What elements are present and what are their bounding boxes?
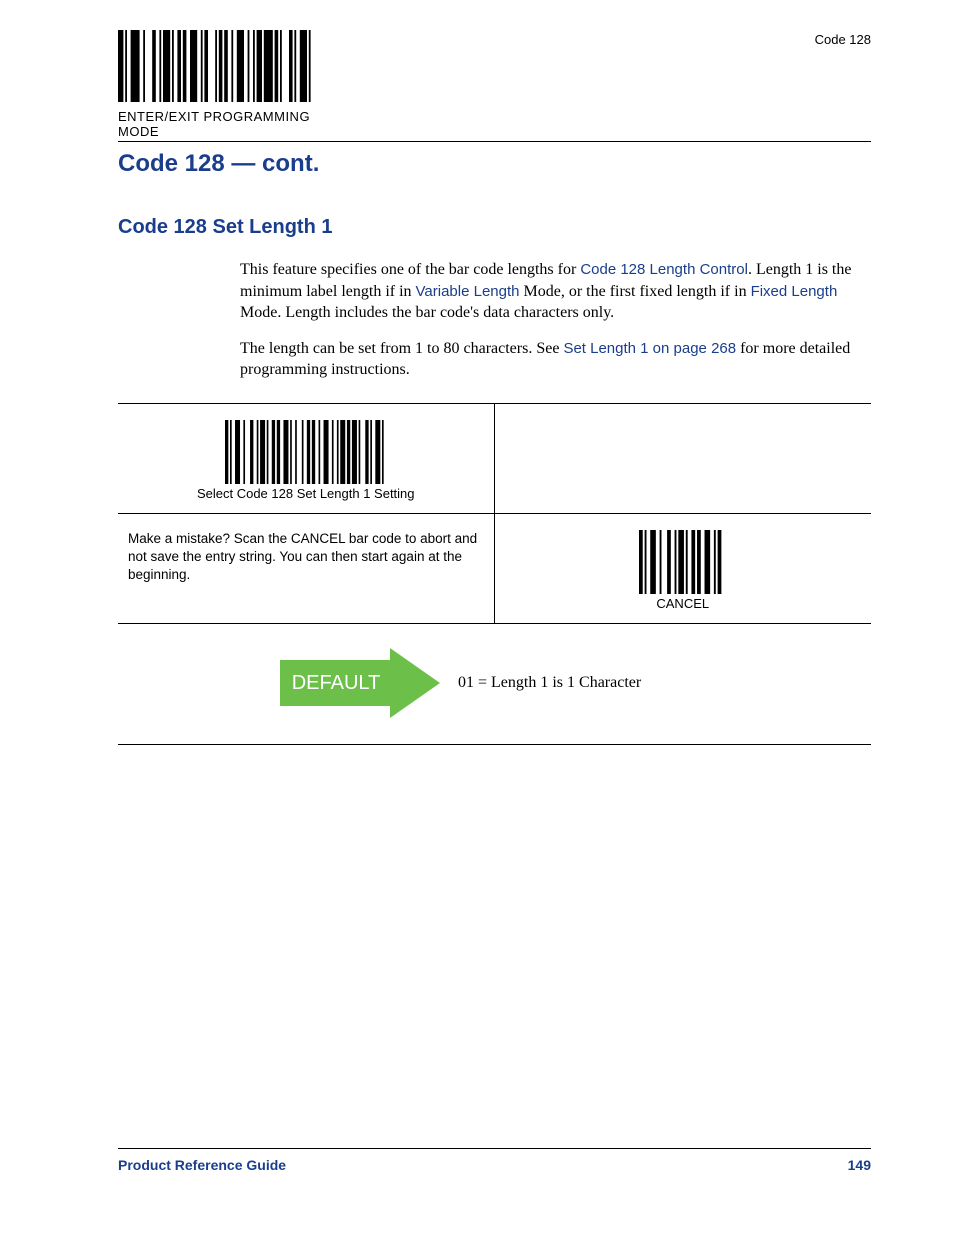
link-length-control[interactable]: Code 128 Length Control (580, 261, 748, 278)
select-setting-barcode (225, 420, 387, 484)
description-paragraph-2: The length can be set from 1 to 80 chara… (240, 338, 871, 381)
table-row: Make a mistake? Scan the CANCEL bar code… (118, 513, 871, 623)
page-title: Code 128 — cont. (118, 150, 871, 178)
link-fixed-length[interactable]: Fixed Length (751, 283, 838, 300)
page-header: ENTER/EXIT PROGRAMMING MODE Code 128 (118, 30, 871, 142)
select-setting-label: Select Code 128 Set Length 1 Setting (197, 486, 415, 501)
section-label: Code 128 (815, 30, 871, 47)
default-value-text: 01 = Length 1 is 1 Character (458, 674, 641, 692)
cancel-barcode (639, 530, 727, 594)
table-row: Select Code 128 Set Length 1 Setting (118, 404, 871, 513)
cancel-label: CANCEL (656, 596, 709, 611)
text: This feature specifies one of the bar co… (240, 261, 580, 278)
link-set-length-page[interactable]: Set Length 1 on page 268 (563, 340, 736, 357)
text: Mode, or the first fixed length if in (520, 283, 751, 300)
link-variable-length[interactable]: Variable Length (416, 283, 520, 300)
text: Mode. Length includes the bar code's dat… (240, 304, 614, 321)
svg-text:DEFAULT: DEFAULT (292, 672, 381, 694)
text: The length can be set from 1 to 80 chara… (240, 340, 563, 357)
description-paragraph-1: This feature specifies one of the bar co… (240, 259, 871, 324)
enter-exit-barcode (118, 30, 316, 102)
footer-guide-name: Product Reference Guide (118, 1157, 286, 1173)
footer-page-number: 149 (848, 1157, 871, 1173)
enter-exit-caption: ENTER/EXIT PROGRAMMING MODE (118, 109, 348, 139)
mistake-instruction: Make a mistake? Scan the CANCEL bar code… (128, 530, 484, 585)
page-footer: Product Reference Guide 149 (118, 1148, 871, 1173)
default-row: DEFAULT 01 = Length 1 is 1 Character (118, 628, 871, 745)
default-arrow-icon: DEFAULT (280, 648, 440, 718)
option-table: Select Code 128 Set Length 1 Setting Mak… (118, 403, 871, 624)
subsection-title: Code 128 Set Length 1 (118, 216, 871, 239)
